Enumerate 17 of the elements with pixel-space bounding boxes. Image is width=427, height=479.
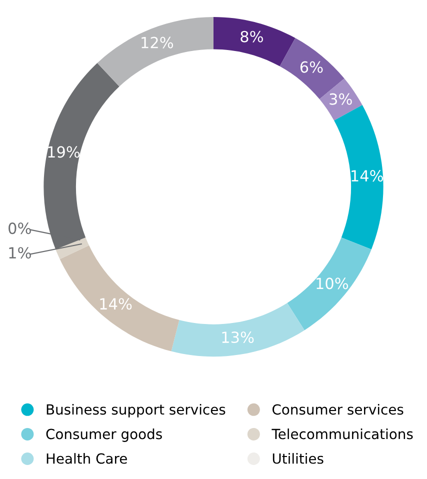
legend-label: Health Care xyxy=(46,453,127,464)
legend-label: Utilities xyxy=(272,453,324,464)
data-label: 6% xyxy=(300,61,323,73)
legend-label: Consumer services xyxy=(272,404,404,415)
data-label: 10% xyxy=(316,278,348,290)
data-label: 14% xyxy=(100,298,132,310)
legend-label: Telecommunications xyxy=(272,428,413,440)
data-label: 12% xyxy=(142,36,174,48)
text: 0% xyxy=(8,222,31,234)
data-label: 1% xyxy=(9,247,31,259)
data-label: 3% xyxy=(330,93,352,105)
legend-label: Consumer goods xyxy=(46,428,162,442)
data-label: 13% xyxy=(222,331,254,344)
legend-label: Business support services xyxy=(46,404,226,418)
data-label: 8% xyxy=(240,30,263,42)
data-label: 14% xyxy=(352,170,384,182)
data-label: 19% xyxy=(48,146,80,158)
